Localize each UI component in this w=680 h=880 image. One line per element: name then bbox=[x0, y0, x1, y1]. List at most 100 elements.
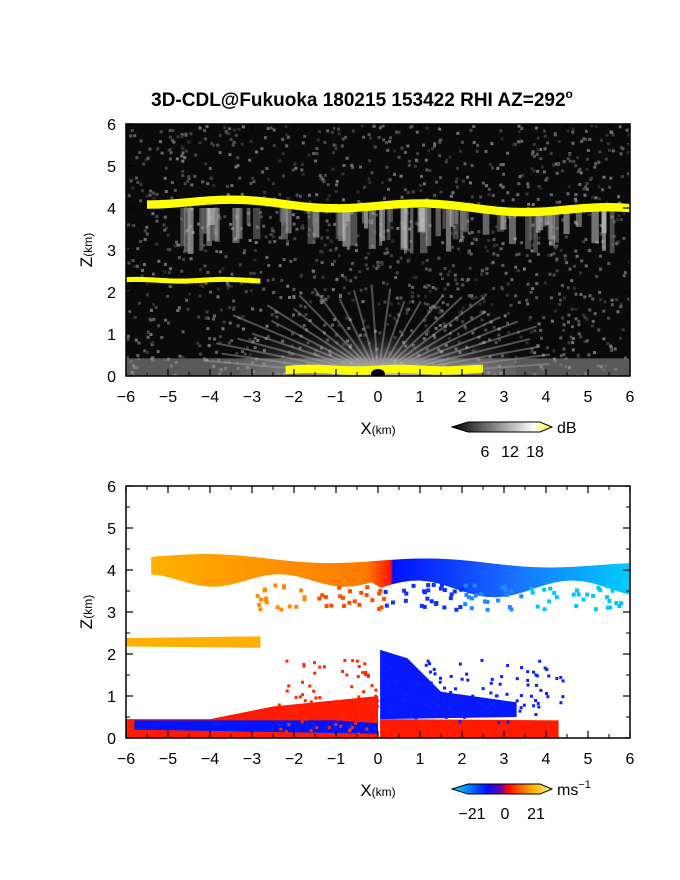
noise-speck bbox=[588, 294, 592, 298]
noise-speck bbox=[282, 258, 286, 262]
noise-speck bbox=[448, 269, 452, 273]
noise-speck bbox=[279, 296, 283, 300]
noise-speck bbox=[390, 240, 394, 244]
velocity-pixel bbox=[617, 603, 622, 608]
noise-speck bbox=[616, 218, 620, 222]
velocity-pixel bbox=[281, 585, 286, 590]
noise-speck bbox=[419, 183, 423, 187]
noise-speck bbox=[437, 256, 441, 260]
noise-speck bbox=[459, 149, 463, 153]
noise-speck bbox=[157, 259, 161, 263]
noise-speck bbox=[482, 323, 486, 327]
noise-speck bbox=[382, 138, 386, 142]
noise-speck bbox=[259, 270, 263, 274]
noise-speck bbox=[603, 300, 607, 304]
velocity-pixel bbox=[544, 692, 548, 696]
noise-speck bbox=[621, 147, 625, 151]
noise-speck bbox=[291, 313, 295, 317]
noise-speck bbox=[581, 313, 585, 317]
velocity-pixel bbox=[374, 688, 378, 692]
velocity-pixel bbox=[519, 594, 524, 599]
velocity-pixel bbox=[485, 607, 490, 612]
noise-speck bbox=[212, 317, 216, 321]
noise-speck bbox=[504, 271, 508, 275]
noise-speck bbox=[263, 136, 267, 140]
noise-speck bbox=[183, 182, 187, 186]
noise-speck bbox=[235, 351, 239, 355]
noise-speck bbox=[271, 182, 275, 186]
noise-speck bbox=[621, 174, 625, 178]
y-tick-label: 3 bbox=[107, 243, 116, 260]
noise-speck bbox=[543, 281, 547, 285]
velocity-pixel bbox=[305, 717, 309, 721]
noise-speck bbox=[169, 151, 173, 155]
noise-speck bbox=[555, 269, 559, 273]
noise-speck bbox=[598, 150, 602, 154]
noise-speck bbox=[562, 353, 566, 357]
noise-speck bbox=[501, 163, 505, 167]
noise-speck bbox=[300, 163, 304, 167]
noise-speck bbox=[628, 174, 630, 178]
velocity-pixel bbox=[417, 701, 421, 705]
noise-speck bbox=[530, 350, 534, 354]
noise-speck bbox=[597, 160, 601, 164]
noise-speck bbox=[322, 180, 326, 184]
velocity-pixel bbox=[490, 677, 494, 681]
velocity-pixel bbox=[287, 684, 291, 688]
velocity-pixel bbox=[370, 684, 374, 688]
noise-speck bbox=[264, 235, 268, 239]
noise-speck bbox=[229, 222, 233, 226]
noise-speck bbox=[395, 130, 399, 134]
noise-speck bbox=[323, 243, 327, 247]
noise-speck bbox=[599, 232, 603, 236]
noise-speck bbox=[618, 125, 622, 129]
noise-speck bbox=[486, 313, 490, 317]
noise-speck bbox=[574, 249, 578, 253]
noise-speck bbox=[224, 129, 228, 133]
velocity-colorbar-tick-21: 21 bbox=[527, 806, 545, 823]
noise-speck bbox=[227, 132, 231, 136]
noise-speck bbox=[577, 319, 581, 323]
velocity-pixel bbox=[425, 596, 430, 601]
velocity-pixel bbox=[363, 673, 367, 677]
noise-speck bbox=[254, 241, 258, 245]
noise-speck bbox=[356, 234, 360, 238]
noise-speck bbox=[531, 203, 535, 207]
noise-speck bbox=[555, 259, 559, 263]
noise-speck bbox=[425, 284, 429, 288]
noise-speck bbox=[583, 193, 587, 197]
noise-speck bbox=[268, 215, 272, 219]
noise-speck bbox=[146, 156, 150, 160]
noise-speck bbox=[559, 298, 563, 302]
noise-speck bbox=[438, 127, 442, 131]
noise-speck bbox=[187, 140, 191, 144]
noise-speck bbox=[560, 169, 564, 173]
fall-streak bbox=[180, 208, 186, 247]
y-tick-label: 5 bbox=[107, 521, 116, 538]
noise-speck bbox=[324, 210, 328, 214]
noise-speck bbox=[170, 196, 174, 200]
x-tick-label: −4 bbox=[201, 389, 219, 406]
noise-speck bbox=[435, 180, 439, 184]
noise-speck bbox=[259, 215, 263, 219]
noise-speck bbox=[385, 282, 389, 286]
noise-speck bbox=[619, 305, 623, 309]
noise-speck bbox=[389, 136, 393, 140]
noise-speck bbox=[455, 282, 459, 286]
noise-speck bbox=[458, 239, 462, 243]
noise-speck bbox=[251, 340, 255, 344]
velocity-pixel bbox=[428, 670, 432, 674]
noise-speck bbox=[570, 279, 574, 283]
fall-streak bbox=[547, 208, 553, 240]
noise-speck bbox=[413, 164, 417, 168]
noise-speck bbox=[512, 143, 516, 147]
noise-speck bbox=[605, 201, 609, 205]
noise-speck bbox=[531, 150, 535, 154]
noise-speck bbox=[225, 281, 229, 285]
velocity-pixel bbox=[432, 701, 436, 705]
velocity-pixel bbox=[522, 703, 526, 707]
velocity-pixel bbox=[434, 728, 438, 732]
fall-streak bbox=[253, 208, 261, 240]
velocity-pixel bbox=[431, 582, 436, 587]
velocity-pixel bbox=[619, 601, 624, 606]
